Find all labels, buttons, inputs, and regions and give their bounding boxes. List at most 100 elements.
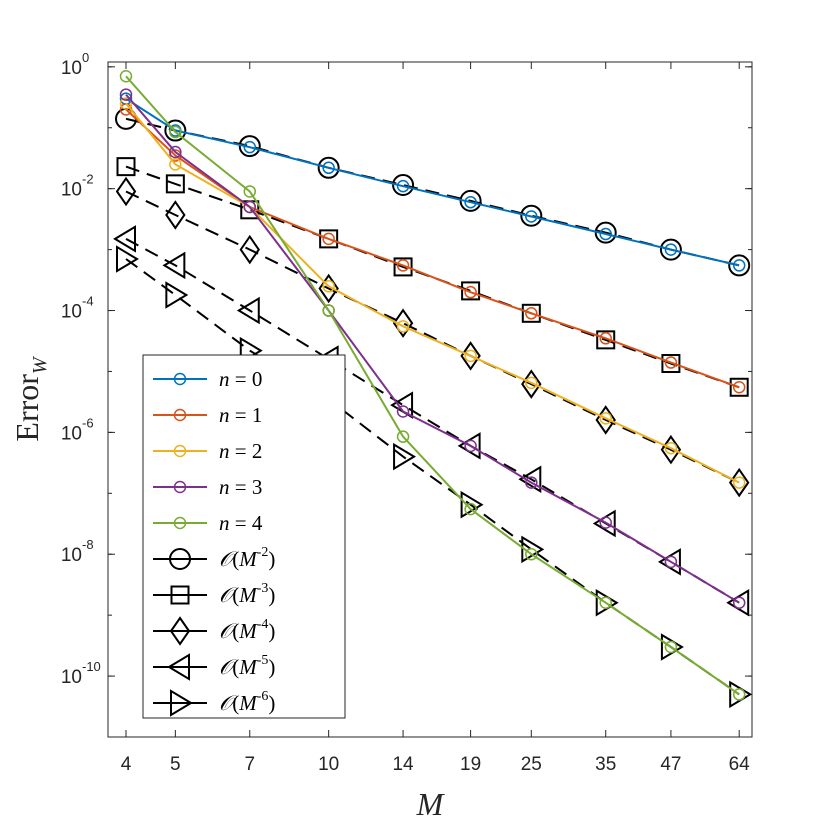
legend-paren: ( — [232, 655, 239, 679]
data-point — [393, 257, 413, 277]
legend-m: M — [238, 655, 258, 679]
legend-entry-6: 𝒪(M-3) — [153, 581, 275, 607]
data-point — [322, 232, 335, 246]
data-point — [169, 125, 182, 139]
legend-entry-1: n = 1 — [153, 403, 262, 427]
data-point — [169, 158, 182, 171]
data-point — [464, 439, 477, 453]
series-line — [125, 102, 740, 484]
legend-marker — [169, 616, 191, 646]
data-point — [392, 308, 414, 338]
legend-var: n — [219, 475, 230, 499]
data-point — [164, 119, 187, 142]
legend-marker — [173, 480, 187, 494]
y-tick-base: 10 — [61, 423, 82, 444]
data-point — [464, 502, 477, 516]
legend-marker — [173, 444, 187, 458]
legend-entry-7: 𝒪(M-4) — [153, 616, 275, 646]
series-4 — [119, 70, 746, 701]
x-tick-label: 35 — [595, 754, 616, 775]
legend-entry-5: 𝒪(M-2) — [153, 545, 275, 571]
data-point — [596, 330, 616, 350]
data-point — [322, 161, 335, 175]
data-point — [243, 140, 257, 154]
y-tick-base: 10 — [61, 302, 82, 323]
legend-label: n = 1 — [219, 403, 262, 427]
legend-label: n = 4 — [219, 511, 263, 535]
data-point — [392, 173, 415, 196]
data-point — [664, 640, 678, 654]
y-tick-label: 10 — [61, 180, 82, 201]
x-tick-label: 25 — [521, 754, 542, 775]
data-point — [238, 135, 261, 158]
legend-paren: ( — [232, 547, 239, 571]
data-point — [119, 97, 133, 110]
data-point — [396, 405, 410, 418]
data-point — [464, 285, 477, 299]
legend-m: M — [238, 619, 258, 643]
axis-labels: M ErrorW — [9, 355, 446, 822]
data-point — [396, 179, 410, 193]
data-point — [599, 332, 612, 345]
data-point — [728, 254, 751, 277]
legend-marker — [173, 372, 187, 386]
legend-exp: -4 — [257, 617, 269, 632]
data-point — [165, 174, 185, 194]
data-point — [322, 304, 335, 317]
data-point — [461, 281, 481, 301]
legend-var: n — [219, 403, 230, 427]
y-axis-label-main: Error — [9, 374, 45, 442]
legend-paren-close: ) — [268, 655, 275, 679]
y-tick-exponent: -2 — [82, 172, 94, 187]
data-point — [520, 204, 543, 227]
data-point — [169, 145, 182, 159]
data-point — [525, 376, 538, 390]
y-tick-exponent: -6 — [82, 415, 94, 430]
legend-marker — [170, 689, 193, 717]
data-point — [732, 259, 746, 272]
x-tick-label: 47 — [660, 754, 681, 775]
legend-paren: ( — [232, 619, 239, 643]
data-point — [599, 227, 612, 241]
legend-marker — [170, 585, 190, 605]
data-point — [525, 210, 538, 223]
legend-eq: = 1 — [230, 403, 263, 427]
y-tick-exponent: 0 — [82, 50, 89, 65]
legend-label: 𝒪(M-2) — [219, 545, 275, 571]
series-layer — [113, 70, 753, 709]
data-point — [116, 245, 139, 273]
data-point — [732, 476, 746, 489]
legend-marker — [169, 548, 191, 570]
data-point — [464, 349, 477, 363]
x-tick-label: 19 — [460, 754, 481, 775]
data-point — [599, 516, 612, 529]
x-axis-label: M — [416, 786, 446, 822]
legend-marker — [173, 516, 187, 530]
data-point — [317, 156, 340, 179]
data-point — [393, 442, 417, 471]
series-line — [125, 93, 740, 604]
data-point — [525, 547, 538, 561]
data-point — [525, 476, 538, 489]
y-tick-base: 10 — [61, 545, 82, 566]
legend-marker — [173, 408, 187, 422]
y-tick-label: 10 — [61, 58, 82, 79]
data-point — [518, 465, 542, 494]
legend-paren-close: ) — [268, 619, 275, 643]
legend-entry-8: 𝒪(M-5) — [153, 653, 275, 681]
data-point — [664, 555, 678, 569]
legend-entry-2: n = 2 — [153, 439, 262, 463]
y-tick-label: 10 — [61, 423, 82, 444]
legend-var: n — [219, 367, 230, 391]
series-line — [125, 75, 740, 696]
data-point — [521, 303, 541, 323]
data-point — [599, 412, 612, 425]
data-point — [236, 296, 260, 325]
legend-label: n = 0 — [219, 367, 262, 391]
legend-label: 𝒪(M-4) — [219, 617, 275, 643]
data-point — [732, 381, 746, 394]
legend-label: 𝒪(M-3) — [219, 581, 275, 607]
data-point — [728, 467, 750, 498]
y-tick-label: 10 — [61, 667, 82, 688]
x-tick-label: 64 — [729, 754, 751, 775]
